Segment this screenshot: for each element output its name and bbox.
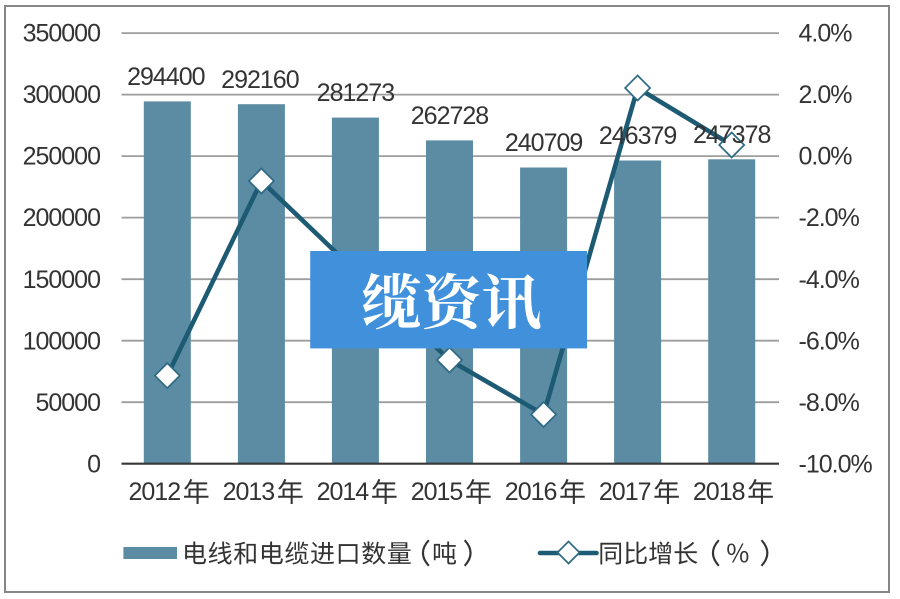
svg-text:247378: 247378 xyxy=(693,121,771,149)
svg-text:262728: 262728 xyxy=(411,102,489,130)
svg-text:350000: 350000 xyxy=(23,20,101,48)
svg-text:2015: 2015 xyxy=(411,478,463,506)
svg-text:2013: 2013 xyxy=(223,478,275,506)
svg-text:-4.0%: -4.0% xyxy=(799,266,860,294)
svg-text:0.0%: 0.0% xyxy=(799,143,853,171)
svg-text:4.0%: 4.0% xyxy=(799,20,853,48)
svg-text:240709: 240709 xyxy=(505,129,583,157)
svg-text:246379: 246379 xyxy=(599,122,677,150)
svg-text:0: 0 xyxy=(87,450,100,478)
svg-text:2016: 2016 xyxy=(505,478,557,506)
svg-text:100000: 100000 xyxy=(23,327,101,355)
svg-text:150000: 150000 xyxy=(23,266,101,294)
svg-text:2012: 2012 xyxy=(129,478,181,506)
svg-text:292160: 292160 xyxy=(221,66,299,94)
svg-text:-8.0%: -8.0% xyxy=(799,389,860,417)
svg-text:200000: 200000 xyxy=(23,204,101,232)
svg-text:281273: 281273 xyxy=(317,79,395,107)
svg-text:2017: 2017 xyxy=(599,478,651,506)
svg-text:2.0%: 2.0% xyxy=(799,81,853,109)
svg-text:300000: 300000 xyxy=(23,81,101,109)
svg-text:250000: 250000 xyxy=(23,143,101,171)
svg-text:-2.0%: -2.0% xyxy=(799,204,860,232)
svg-text:2018: 2018 xyxy=(693,478,745,506)
svg-text:-10.0%: -10.0% xyxy=(799,450,873,478)
svg-text:2014: 2014 xyxy=(317,478,370,506)
svg-text:294400: 294400 xyxy=(127,63,205,91)
svg-text:50000: 50000 xyxy=(35,389,100,417)
svg-text:-6.0%: -6.0% xyxy=(799,327,860,355)
